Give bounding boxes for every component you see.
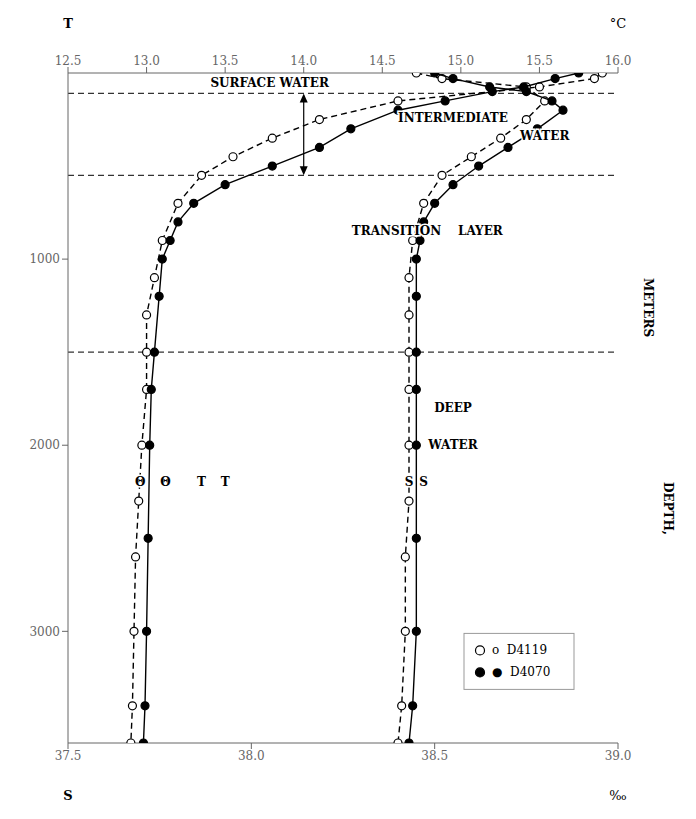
svg-text:T: T	[63, 16, 73, 31]
svg-text:1000: 1000	[29, 252, 60, 266]
svg-text:● D4070: ● D4070	[492, 665, 550, 679]
svg-text:Θ: Θ	[160, 475, 170, 489]
svg-text:METERS: METERS	[641, 278, 655, 337]
svg-text:o D4119: o D4119	[492, 643, 547, 657]
svg-text:WATER: WATER	[519, 129, 570, 143]
svg-text:39.0: 39.0	[605, 749, 632, 763]
svg-text:S: S	[419, 475, 428, 489]
svg-text:SURFACE WATER: SURFACE WATER	[210, 76, 330, 90]
svg-text:°C: °C	[610, 16, 627, 31]
svg-text:S: S	[63, 788, 72, 803]
svg-text:15.5: 15.5	[526, 54, 553, 68]
svg-text:DEEP: DEEP	[434, 401, 472, 415]
svg-text:14.0: 14.0	[290, 54, 317, 68]
svg-text:‰: ‰	[609, 788, 626, 803]
svg-text:2000: 2000	[29, 438, 60, 452]
svg-text:13.5: 13.5	[212, 54, 239, 68]
svg-text:13.0: 13.0	[133, 54, 160, 68]
svg-text:DEPTH,: DEPTH,	[661, 482, 675, 535]
svg-text:T: T	[197, 475, 206, 489]
svg-text:TRANSITION LAYER: TRANSITION LAYER	[352, 224, 504, 238]
svg-text:14.5: 14.5	[369, 54, 396, 68]
svg-text:37.5: 37.5	[55, 749, 82, 763]
svg-text:12.5: 12.5	[55, 54, 82, 68]
svg-text:WATER: WATER	[427, 438, 478, 452]
svg-text:3000: 3000	[29, 625, 60, 639]
svg-text:16.0: 16.0	[605, 54, 632, 68]
svg-text:38.5: 38.5	[421, 749, 448, 763]
svg-text:15.0: 15.0	[447, 54, 474, 68]
svg-text:38.0: 38.0	[238, 749, 265, 763]
svg-text:S: S	[405, 475, 414, 489]
svg-text:T: T	[221, 475, 230, 489]
svg-text:Θ: Θ	[135, 475, 145, 489]
svg-text:INTERMEDIATE: INTERMEDIATE	[398, 111, 508, 125]
